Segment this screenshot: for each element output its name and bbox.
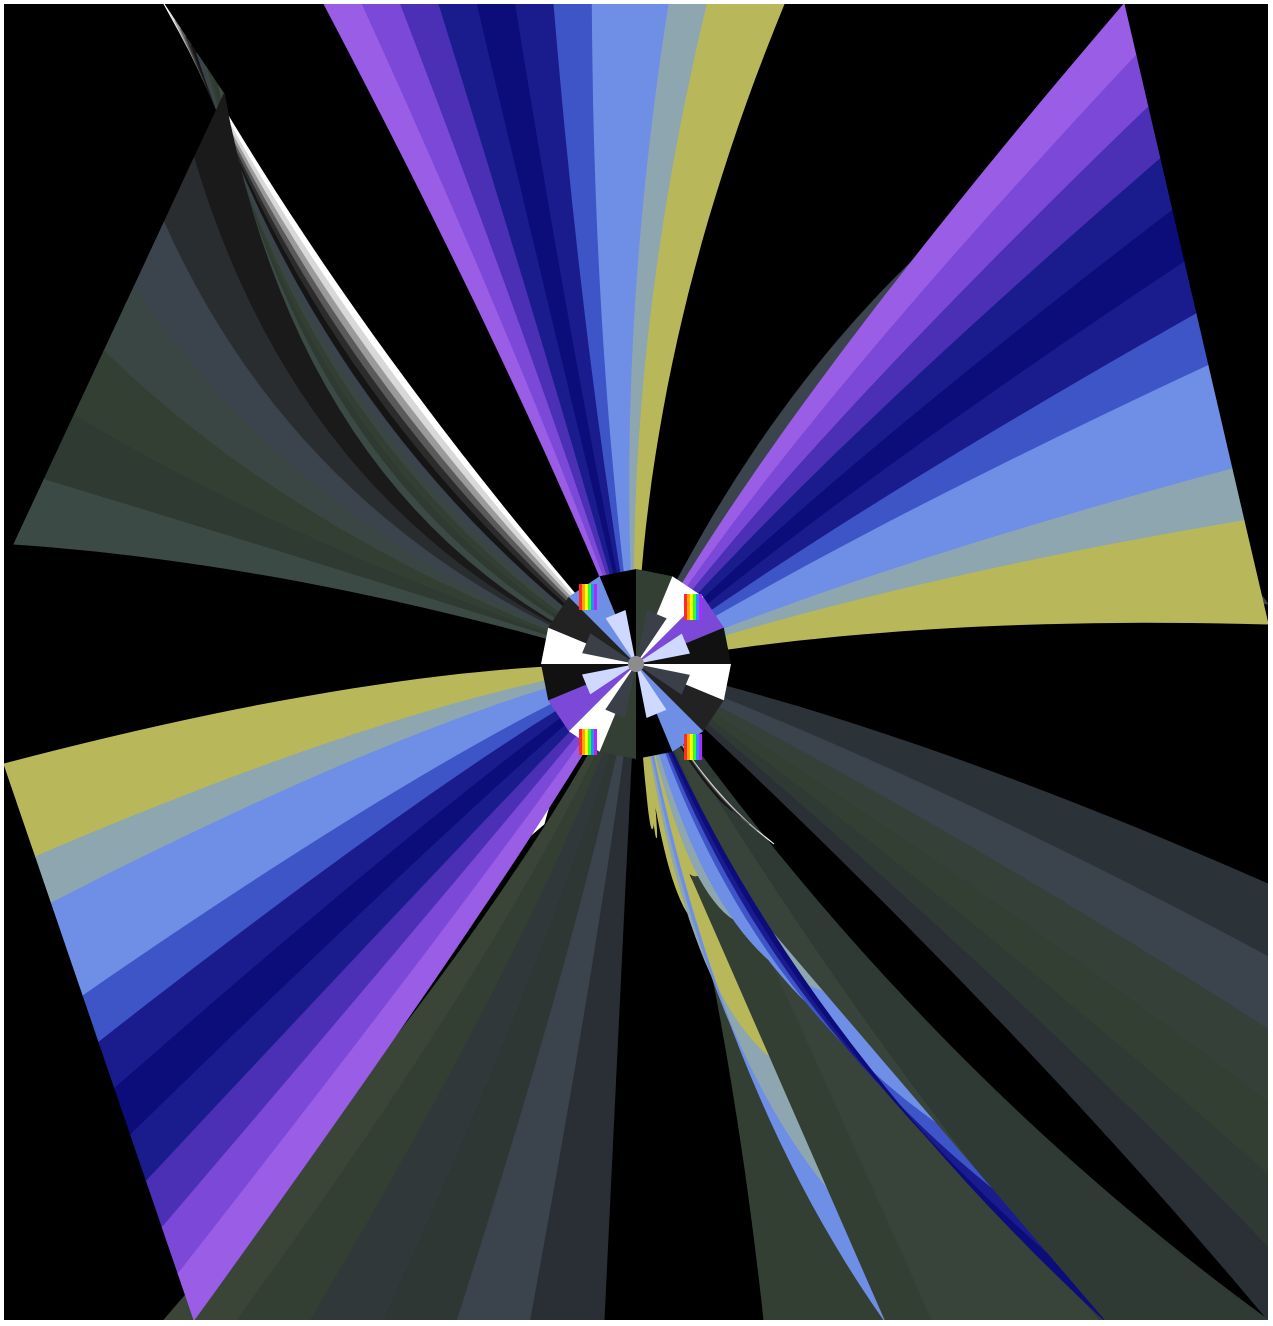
core-inner-wedge [582,633,636,664]
rainbow-glint [687,594,690,620]
lower-right-grey-petal-band [635,663,1268,1320]
core-wedge [548,664,636,732]
kaleidoscope-core [541,569,731,760]
rainbow-glint [585,729,588,755]
rainbow-glint [699,734,702,760]
lower-right-olive-edge-band [635,663,885,1320]
fractal-image [4,4,1268,1320]
core-wedge [636,664,724,732]
rainbow-glint [594,584,597,610]
lower-right-violet-fan-band [635,663,1105,1320]
core-inner-wedge [636,664,667,718]
top-violet-fan-band [635,4,785,665]
rainbow-glint [693,594,696,620]
upper-left-grey-petal-lower-band [13,479,637,665]
rainbow-glint [582,729,585,755]
fractal-canvas [4,4,1268,1320]
rainbow-glint [591,729,594,755]
rainbow-glint [699,594,702,620]
rainbow-glint [696,594,699,620]
rainbow-glint [690,734,693,760]
rainbow-glint [684,734,687,760]
lower-left-grey-petal-band [530,663,637,1320]
core-wedge [636,664,704,752]
rainbow-glint [588,584,591,610]
rainbow-glint [591,584,594,610]
rainbow-glint [588,729,591,755]
rainbow-glint [687,734,690,760]
core-inner-wedge [605,610,636,664]
core-inner-wedge [605,664,636,718]
core-inner-wedge [636,610,667,664]
rainbow-glint [594,729,597,755]
rainbow-glint [585,584,588,610]
core-wedge [548,596,636,664]
rainbow-glint [693,734,696,760]
core-inner-wedge [636,664,690,695]
rainbow-glint [582,584,585,610]
rainbow-glint [579,729,582,755]
lower-right-grey-petal-b-band [635,663,1268,1320]
color-petal-group [4,4,1268,1320]
rainbow-glint [690,594,693,620]
core-inner-wedge [636,633,690,664]
upper-right-violet-fan-band [635,571,1268,665]
core-inner-wedge [582,664,636,695]
rainbow-glint [684,594,687,620]
core-center [628,656,644,672]
left-violet-fan-band [177,663,637,1320]
rainbow-glint [579,584,582,610]
rainbow-glint [696,734,699,760]
